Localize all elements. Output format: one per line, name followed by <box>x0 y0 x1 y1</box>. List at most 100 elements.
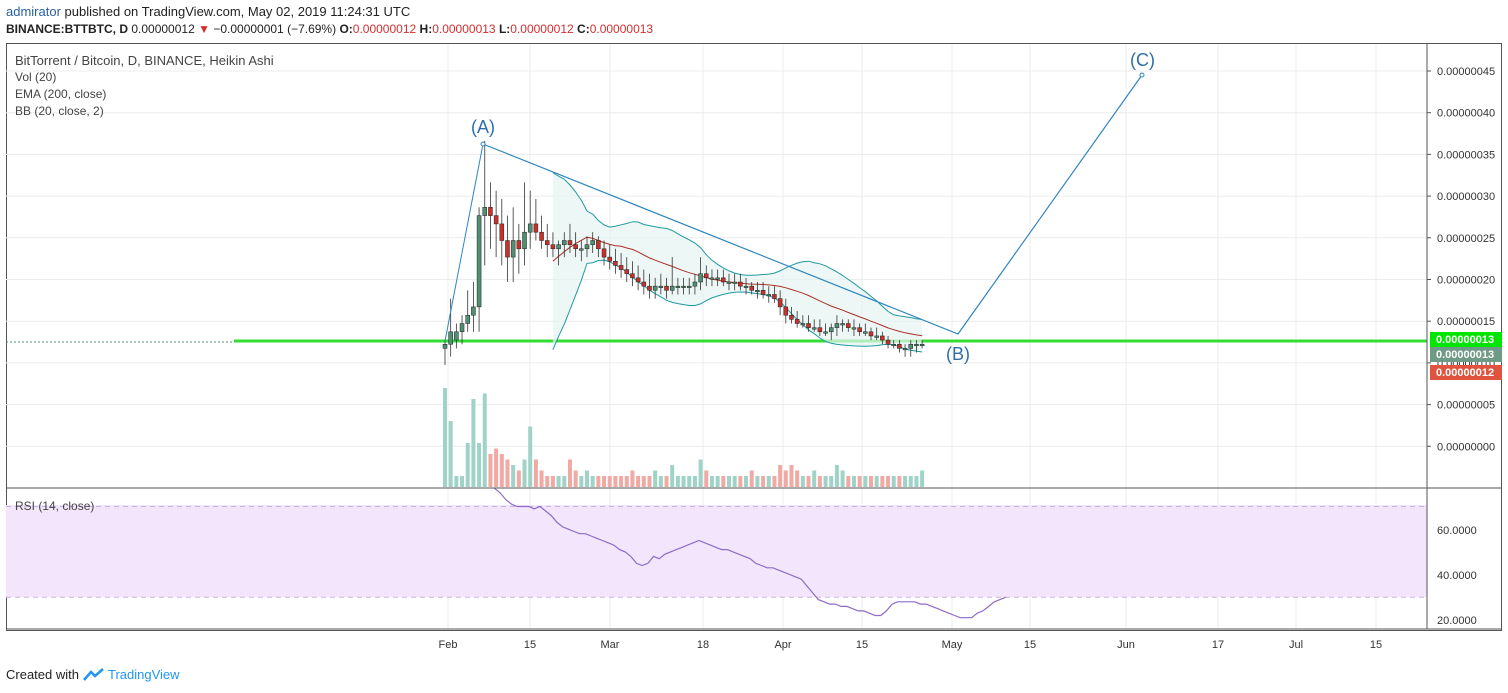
volume-bar <box>448 421 453 487</box>
volume-bar <box>897 476 902 487</box>
volume-bar <box>874 476 879 487</box>
volume-bar <box>817 476 822 487</box>
candle-body <box>465 314 470 324</box>
x-tick-label: 15 <box>524 639 536 651</box>
volume-bar <box>675 476 680 487</box>
volume-bar <box>488 454 493 487</box>
publish-info: published on TradingView.com, May 02, 20… <box>64 4 411 19</box>
volume-bar <box>454 476 459 487</box>
candle-body <box>562 240 567 245</box>
candle-body <box>499 223 505 241</box>
wave-point <box>480 141 486 147</box>
candle-body <box>783 306 789 316</box>
volume-bar <box>766 476 771 487</box>
volume-bar <box>755 476 760 487</box>
y-tick-label: 0.00000045 <box>1437 66 1495 78</box>
volume-bar <box>795 470 800 487</box>
volume-bar <box>658 476 663 487</box>
vol-legend[interactable]: Vol (20) <box>15 70 57 84</box>
candle-body <box>493 215 499 225</box>
candle-body <box>641 281 647 287</box>
volume-bar <box>653 470 658 487</box>
volume-bar <box>738 476 743 487</box>
candle-body <box>914 344 919 346</box>
bb-legend[interactable]: BB (20, close, 2) <box>15 104 104 118</box>
candle-body <box>692 281 698 287</box>
volume-bar <box>851 476 856 487</box>
bb-basis <box>552 236 923 337</box>
ema-legend[interactable]: EMA (200, close) <box>15 87 107 101</box>
candle-body <box>726 281 732 284</box>
candle-body <box>698 273 703 283</box>
volume-bar <box>647 476 652 487</box>
candle-body <box>868 331 874 337</box>
volume-bar <box>443 388 447 487</box>
candle-body <box>630 273 635 279</box>
y-tick-label: 0.00000040 <box>1437 108 1495 120</box>
price-tag <box>1430 347 1502 362</box>
candle-body <box>732 281 737 284</box>
volume-bar <box>511 465 516 487</box>
candle-body <box>897 344 902 349</box>
candle-body <box>471 306 476 316</box>
volume-bar <box>806 476 811 487</box>
close-value: 0.00000013 <box>589 22 654 36</box>
candle-body <box>777 298 783 308</box>
candle-body <box>522 231 527 250</box>
volume-bar <box>494 448 499 487</box>
rsi-level-lines <box>6 506 1427 598</box>
candle-body <box>817 327 823 333</box>
created-with-label: Created with <box>6 667 79 682</box>
x-tick-label: Jun <box>1117 639 1135 651</box>
price-tag <box>1430 365 1502 380</box>
volume-bar <box>539 470 544 487</box>
candle-body <box>539 231 544 241</box>
candle-body <box>681 285 686 288</box>
candle-body <box>721 277 726 283</box>
y-tick-label: 0.00000020 <box>1437 275 1495 287</box>
candle-body <box>840 323 845 326</box>
bb-upper <box>552 172 923 320</box>
volume-bar <box>556 476 561 487</box>
x-tick-label: 18 <box>697 639 709 651</box>
volume-bar <box>630 470 635 487</box>
volume-bars <box>443 388 925 487</box>
wave-line <box>482 74 1143 335</box>
wave-label-b: (B) <box>946 344 970 364</box>
candle-body <box>857 327 862 333</box>
rsi-band <box>6 505 1427 597</box>
y-tick-label: 0.00000015 <box>1437 316 1495 328</box>
candle-body <box>834 323 840 328</box>
x-tick-label: 15 <box>856 639 868 651</box>
candle-body <box>704 273 709 279</box>
down-arrow-icon: ▼ <box>198 22 210 36</box>
wave-line-start <box>444 143 484 342</box>
candle-body <box>544 240 550 245</box>
candle-body <box>738 281 743 287</box>
rsi-legend[interactable]: RSI (14, close) <box>15 499 95 513</box>
symbol-legend[interactable]: BitTorrent / Bitcoin, D, BINANCE, Heikin… <box>15 53 274 68</box>
footer: Created with TradingView <box>6 667 180 682</box>
volume-bar <box>562 476 567 487</box>
author-link[interactable]: admirator <box>6 4 61 19</box>
volume-bar <box>522 459 527 487</box>
volume-bar <box>670 465 675 487</box>
volume-bar <box>715 476 720 487</box>
candle-body <box>550 244 556 250</box>
volume-bar <box>460 476 465 487</box>
volume-bar <box>709 476 714 487</box>
volume-bar <box>516 470 521 487</box>
candle-body <box>658 285 664 288</box>
candle-body <box>601 248 607 258</box>
candle-body <box>800 323 806 326</box>
volume-bar <box>698 459 703 487</box>
volume-bar <box>749 470 754 487</box>
candle-body <box>579 248 584 251</box>
candle-body <box>891 344 896 346</box>
rsi-line <box>494 487 1006 619</box>
tradingview-link[interactable]: TradingView <box>107 667 180 682</box>
volume-bar <box>528 426 533 487</box>
candle-body <box>902 348 908 351</box>
candle-body <box>573 244 578 250</box>
